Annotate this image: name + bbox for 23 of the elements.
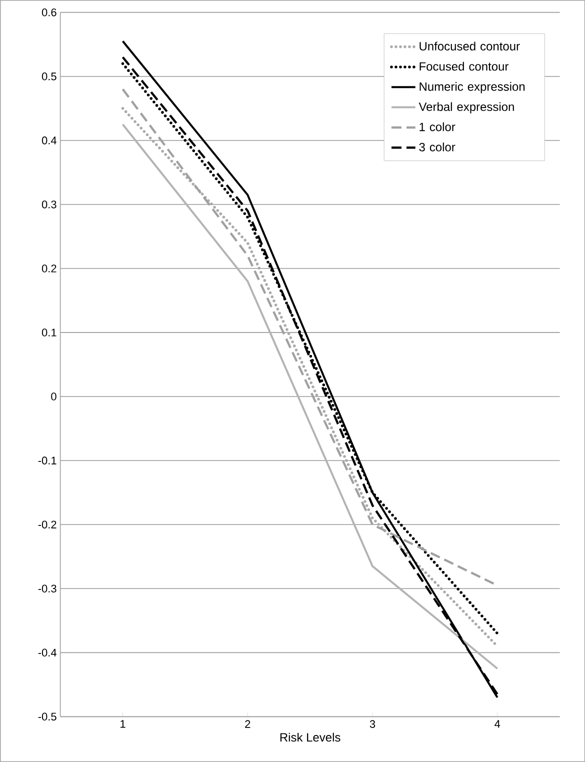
x-tick-label: 4 <box>494 720 500 728</box>
y-tick-label: 0.4 <box>42 136 56 144</box>
y-tick-label: 0 <box>51 392 56 400</box>
legend-label: Unfocused contour <box>420 42 520 50</box>
y-tick-label: -0.3 <box>38 584 56 592</box>
y-tick-label: -0.5 <box>38 712 56 721</box>
x-tick-label: 2 <box>245 720 250 728</box>
y-tick-label: -0.1 <box>38 456 56 464</box>
y-tick-label: 0.3 <box>42 200 56 208</box>
legend-label: Focused contour <box>420 62 508 71</box>
x-tick-label: 1 <box>120 720 126 728</box>
x-axis-title: Risk Levels <box>280 732 340 742</box>
x-tick-label: 3 <box>370 720 375 728</box>
y-tick-label: -0.2 <box>38 520 56 528</box>
y-tick-label: -0.4 <box>38 648 56 657</box>
y-tick-label: 0.6 <box>42 8 56 16</box>
y-tick-label: 0.2 <box>42 264 56 272</box>
legend-label: 3 color <box>419 142 456 152</box>
legend-label: Numeric expression <box>420 82 524 94</box>
y-tick-label: 0.5 <box>42 72 56 80</box>
legend-label: 1 color <box>420 122 456 132</box>
y-tick-label: 0.1 <box>42 328 56 336</box>
legend-label: Verbal expression <box>418 102 514 114</box>
